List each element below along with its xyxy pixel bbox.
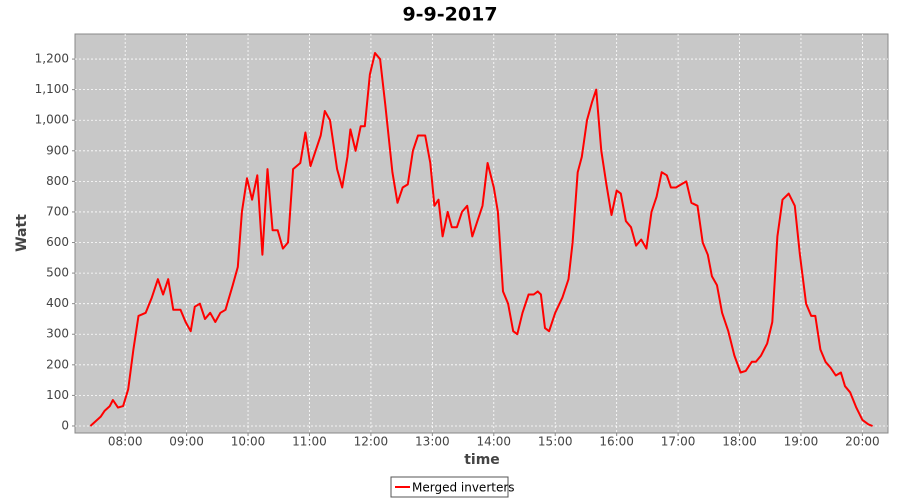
legend-label: Merged inverters — [412, 481, 515, 495]
y-tick-label: 1,000 — [35, 113, 69, 127]
y-tick-label: 900 — [46, 143, 69, 157]
y-tick-label: 300 — [46, 327, 69, 341]
y-tick-label: 200 — [46, 357, 69, 371]
x-tick-label: 20:00 — [845, 435, 880, 449]
y-tick-label: 400 — [46, 296, 69, 310]
legend-box — [390, 476, 509, 498]
y-tick-label: 0 — [61, 418, 69, 432]
y-tick-label: 1,200 — [35, 52, 69, 66]
x-tick-label: 16:00 — [599, 435, 634, 449]
x-tick-label: 19:00 — [784, 435, 819, 449]
x-tick-label: 12:00 — [354, 435, 389, 449]
y-tick-label: 800 — [46, 174, 69, 188]
x-axis-label: time — [464, 452, 500, 468]
chart-title: 9-9-2017 — [402, 4, 497, 26]
plot-area — [74, 33, 889, 434]
x-tick-label: 13:00 — [415, 435, 450, 449]
y-tick-label: 500 — [46, 266, 69, 280]
y-tick-label: 100 — [46, 388, 69, 402]
y-tick-label: 1,100 — [35, 82, 69, 96]
series-line — [89, 52, 873, 427]
y-axis-label: Watt — [14, 214, 30, 252]
y-tick-label: 700 — [46, 204, 69, 218]
x-tick-label: 09:00 — [169, 435, 204, 449]
x-tick-label: 15:00 — [538, 435, 573, 449]
y-tick-label: 600 — [46, 235, 69, 249]
x-tick-label: 08:00 — [108, 435, 143, 449]
x-tick-label: 11:00 — [292, 435, 327, 449]
x-tick-label: 14:00 — [476, 435, 511, 449]
x-tick-label: 10:00 — [231, 435, 266, 449]
x-tick-label: 18:00 — [722, 435, 757, 449]
x-tick-label: 17:00 — [661, 435, 696, 449]
